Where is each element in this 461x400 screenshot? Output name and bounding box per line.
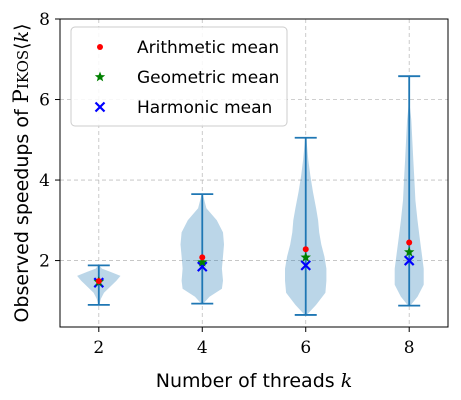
circle-mean-marker [95,278,102,285]
x-tick-label: 4 [197,338,208,358]
star-mean-marker [197,256,208,267]
legend-entry-label: Harmonic mean [137,98,272,118]
y-axis-label-text: Observed speedups of [11,103,33,322]
legend: Arithmetic mean Geometric mean Harmonic me… [70,26,288,127]
x-marker-stroke [196,261,208,272]
y-axis-label-pikos-rest: IKOS [14,50,32,89]
legend-x-marker [94,101,106,113]
legend-entry-label: Arithmetic mean [137,38,279,58]
legend-box [70,26,288,127]
x-axis-label-var: k [341,370,353,392]
x-marker-stroke [300,260,312,271]
legend-star-marker [94,71,106,82]
star-mean-marker [300,251,311,262]
x-axis-label: Number of threads k [156,370,352,392]
y-tick-label: 8 [39,10,50,30]
x-marker-stroke [94,101,106,113]
y-axis-label-bracket: ⟨ [11,42,33,49]
y-axis-label: Observed speedups of PIKOS⟨k⟩ [9,23,33,322]
circle-mean-marker [199,254,206,261]
x-tick-label: 2 [93,338,104,358]
plot-area [59,18,449,328]
y-axis-label-bracket-close: ⟩ [11,23,33,30]
ticks: 2 4 6 8 2 4 6 8 [39,10,414,358]
circle-mean-marker [302,246,309,253]
violins [77,75,424,316]
legend-entry-label: Geometric mean [137,68,279,88]
x-mean-marker [196,261,208,272]
x-marker-stroke [403,255,415,266]
star-mean-marker [404,246,415,257]
y-tick-label: 6 [39,91,50,111]
y-axis-label-var: k [11,31,33,43]
x-mean-marker [403,255,415,266]
y-tick-label: 2 [39,252,50,272]
legend-circle-marker [97,44,103,50]
x-mean-marker [300,260,312,271]
x-tick-label: 8 [404,338,415,358]
y-tick-label: 4 [39,171,50,191]
circle-mean-marker [406,239,413,246]
x-axis-label-text: Number of threads [156,370,341,392]
mean-markers [93,239,415,288]
y-axis-label-pikos-p: P [9,89,33,103]
x-tick-label: 6 [300,338,311,358]
